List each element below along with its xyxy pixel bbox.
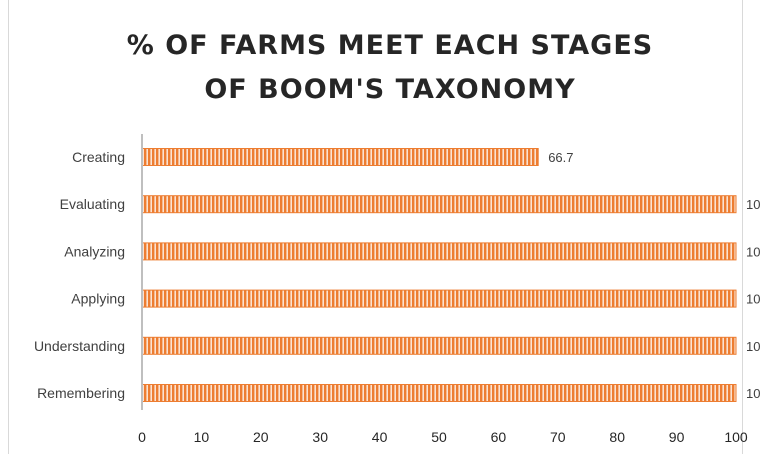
x-tick-80: 80: [609, 429, 625, 445]
x-tick-50: 50: [431, 429, 447, 445]
category-label-evaluating: Evaluating: [60, 196, 125, 212]
bar-evaluating: [141, 195, 737, 214]
x-tick-labels: 0 10 20 30 40 50 60 70 80 90 100: [138, 429, 748, 445]
bar-analyzing: [141, 242, 737, 261]
category-label-remembering: Remembering: [37, 385, 125, 401]
x-tick-20: 20: [253, 429, 269, 445]
data-label-analyzing: 100: [746, 244, 760, 259]
chart-title-line-1: % OF FARMS MEET EACH STAGES: [126, 30, 654, 61]
category-label-understanding: Understanding: [34, 338, 125, 354]
data-label-applying: 100: [746, 292, 760, 307]
x-tick-0: 0: [138, 429, 146, 445]
category-label-analyzing: Analyzing: [64, 243, 125, 259]
bar-creating: [141, 148, 539, 166]
x-tick-70: 70: [550, 429, 566, 445]
x-tick-100: 100: [724, 429, 748, 445]
bar-understanding: [141, 336, 737, 355]
bar-applying: [141, 289, 737, 308]
frame-line-left: [8, 0, 9, 454]
x-tick-10: 10: [194, 429, 210, 445]
x-tick-90: 90: [669, 429, 685, 445]
data-label-evaluating: 100: [746, 197, 760, 212]
chart-title-line-2: OF BOOM'S TAXONOMY: [204, 74, 576, 105]
data-label-understanding: 100: [746, 339, 760, 354]
bars-group: [141, 148, 737, 402]
data-labels: 66.7 100 100 100 100 100: [548, 150, 760, 401]
x-tick-40: 40: [372, 429, 388, 445]
x-tick-30: 30: [312, 429, 328, 445]
category-label-applying: Applying: [71, 291, 125, 307]
data-label-creating: 66.7: [548, 150, 573, 165]
data-label-remembering: 100: [746, 386, 760, 401]
category-labels: Creating Evaluating Analyzing Applying Under…: [34, 149, 125, 401]
category-label-creating: Creating: [72, 149, 125, 165]
frame-line-right: [742, 0, 743, 454]
x-tick-60: 60: [491, 429, 507, 445]
bar-remembering: [141, 384, 737, 402]
